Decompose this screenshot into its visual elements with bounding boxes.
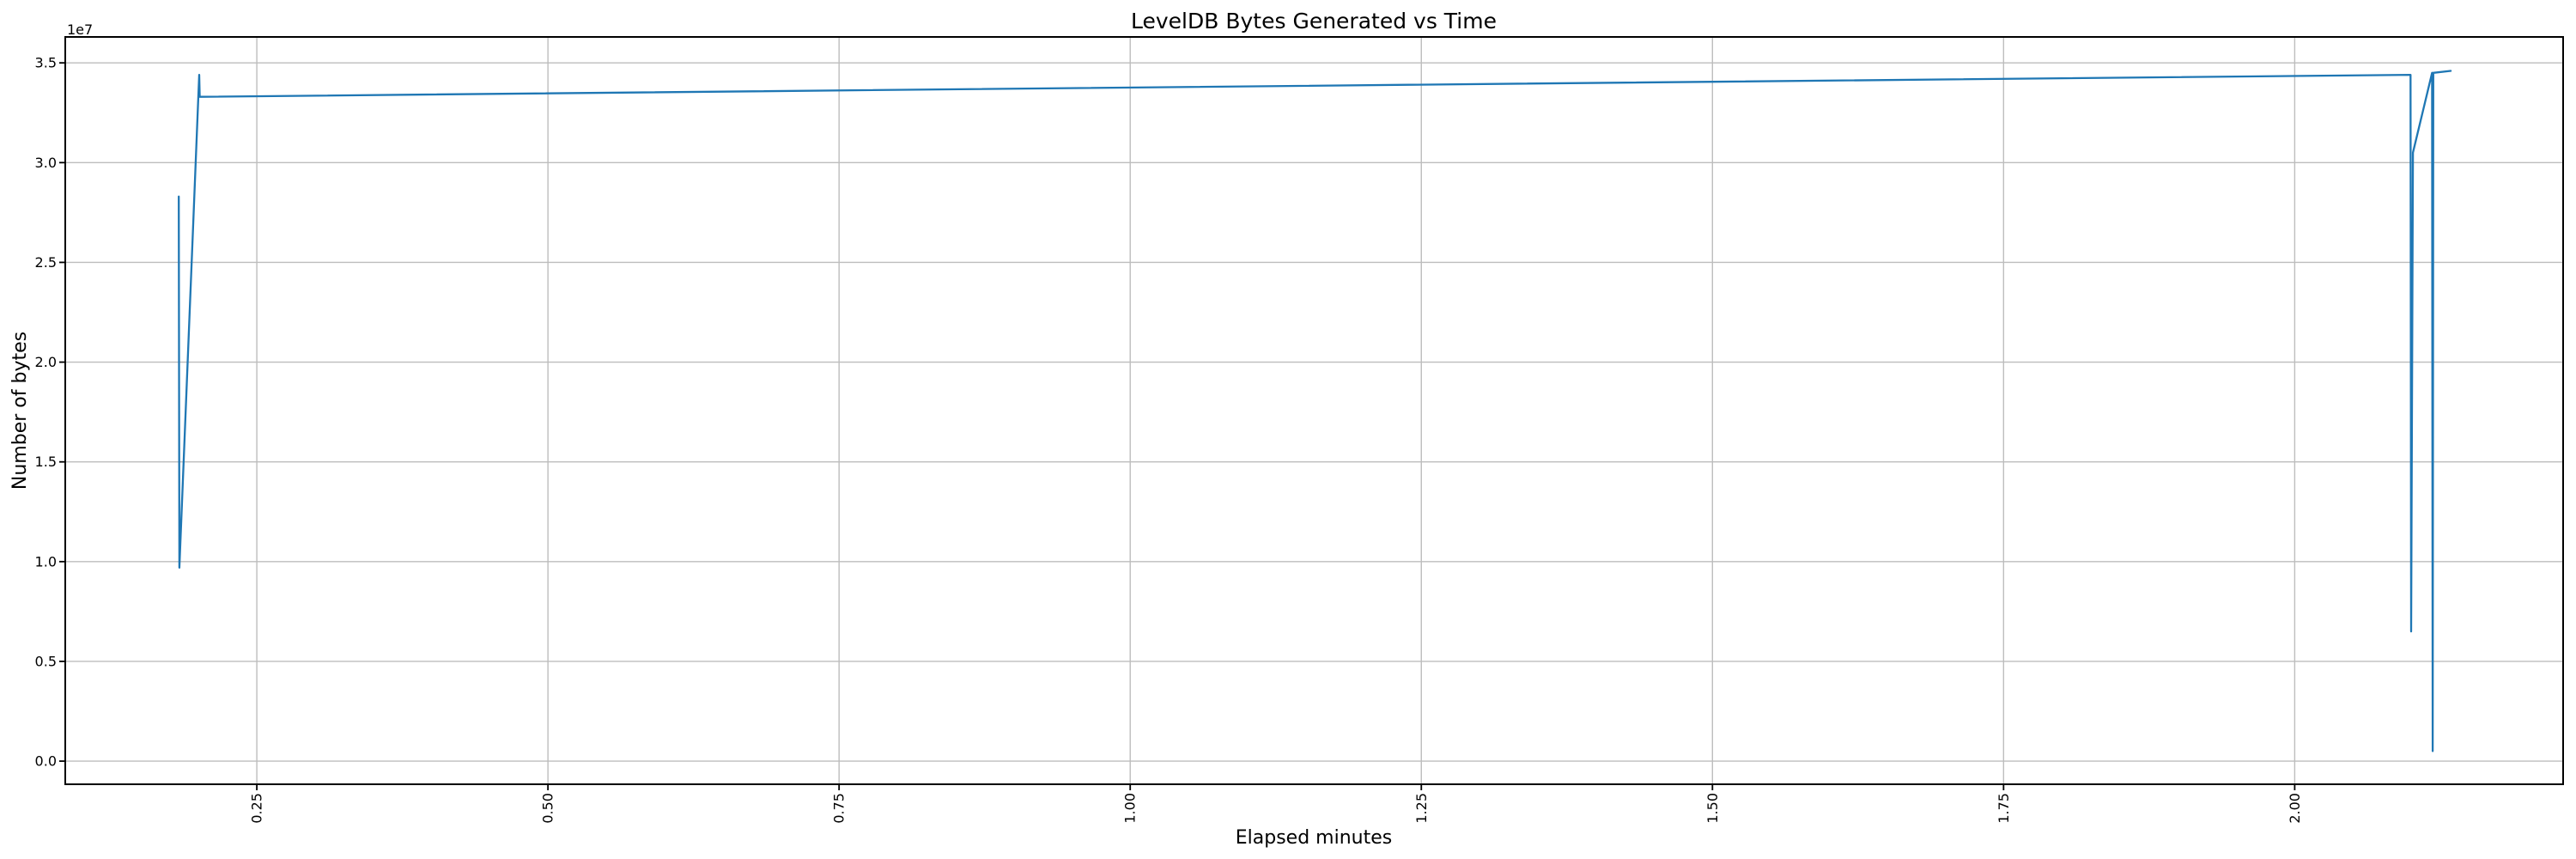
x-tick-labels: 0.25 0.50 0.75 1.00 1.25 1.50 1.75 2.00 xyxy=(249,793,2303,824)
x-tick-label: 2.00 xyxy=(2287,793,2303,824)
axis-tick-marks xyxy=(59,62,2296,790)
chart-title: LevelDB Bytes Generated vs Time xyxy=(1131,9,1497,34)
y-axis-label: Number of bytes xyxy=(9,332,31,490)
x-tick-label: 0.50 xyxy=(540,793,556,824)
y-tick-labels: 0.0 0.5 1.0 1.5 2.0 2.5 3.0 3.5 xyxy=(35,55,57,770)
y-tick-label: 2.0 xyxy=(35,354,57,370)
y-tick-label: 2.5 xyxy=(35,254,57,271)
plot-border xyxy=(64,36,2564,785)
y-tick-label: 1.5 xyxy=(35,454,57,470)
x-axis-label: Elapsed minutes xyxy=(1236,827,1392,849)
x-tick-label: 0.75 xyxy=(831,793,848,824)
x-tick-label: 1.25 xyxy=(1413,793,1430,824)
y-tick-label: 3.5 xyxy=(35,55,57,71)
x-tick-label: 1.00 xyxy=(1122,793,1139,824)
y-tick-label: 3.0 xyxy=(35,155,57,171)
gridlines xyxy=(65,37,2563,784)
y-tick-label: 1.0 xyxy=(35,553,57,570)
x-tick-label: 0.25 xyxy=(249,793,265,824)
x-tick-label: 1.75 xyxy=(1996,793,2012,824)
y-tick-label: 0.0 xyxy=(35,753,57,770)
data-line xyxy=(178,70,2452,752)
y-offset-label: 1e7 xyxy=(67,21,93,38)
x-tick-label: 1.50 xyxy=(1704,793,1721,824)
y-tick-label: 0.5 xyxy=(35,653,57,669)
